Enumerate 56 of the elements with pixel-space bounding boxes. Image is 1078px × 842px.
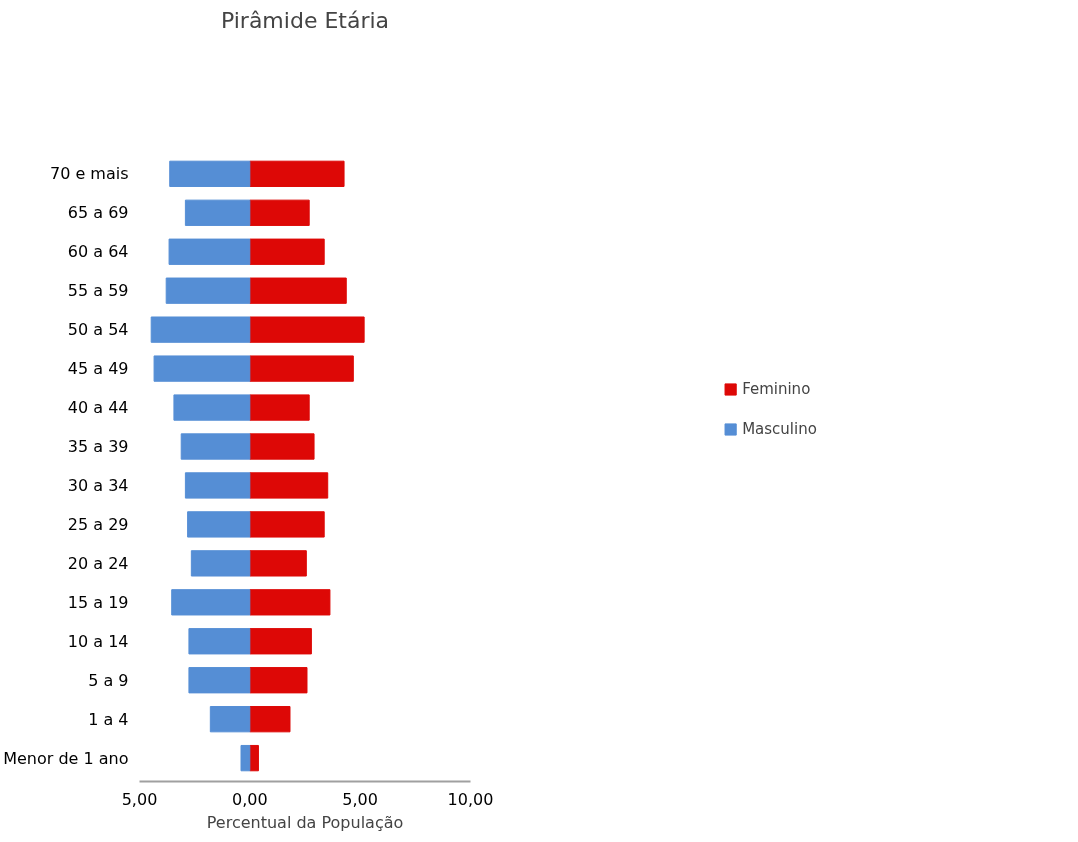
bar	[249, 706, 291, 733]
bar	[190, 550, 251, 577]
x-tick-label: 0,00	[232, 789, 268, 809]
bar	[249, 199, 310, 226]
bar	[249, 316, 365, 343]
bar	[209, 706, 251, 733]
y-tick-label: 35 a 39	[67, 437, 129, 457]
y-tick-label: 65 a 69	[67, 203, 129, 223]
y-tick-label: 45 a 49	[67, 359, 129, 379]
y-tick-label: 20 a 24	[67, 553, 129, 573]
bar	[188, 667, 251, 694]
bar	[187, 511, 251, 538]
bar	[249, 511, 325, 538]
bar	[165, 277, 251, 304]
y-tick-label: 5 a 9	[88, 670, 129, 690]
x-axis-title: Percentual da População	[206, 812, 404, 832]
y-tick-label: 25 a 29	[67, 514, 129, 534]
bar	[249, 394, 310, 421]
y-tick-label: 55 a 59	[67, 281, 129, 301]
bar	[153, 355, 251, 382]
bar	[249, 355, 354, 382]
x-tick-label: 5,00	[121, 789, 158, 809]
y-tick-label: 70 e mais	[49, 164, 129, 184]
y-tick-label: 50 a 54	[67, 320, 129, 340]
bar	[240, 744, 251, 772]
bar	[249, 589, 331, 616]
bar	[169, 160, 251, 187]
bar	[150, 316, 251, 343]
legend-label: Masculino	[742, 420, 817, 438]
bar	[249, 433, 315, 460]
bar	[249, 667, 308, 694]
bar	[184, 199, 251, 226]
bar	[249, 472, 329, 499]
y-tick-label: Menor de 1 ano	[3, 748, 129, 768]
bar	[249, 238, 325, 265]
x-tick-label: 10,00	[447, 789, 494, 809]
y-tick-label: 30 a 34	[67, 475, 129, 495]
bar	[168, 238, 251, 265]
y-tick-label: 10 a 14	[67, 631, 129, 651]
bar	[180, 433, 251, 460]
y-tick-label: 15 a 19	[67, 592, 129, 612]
x-tick-label: 5,00	[342, 789, 378, 809]
bar	[171, 589, 251, 616]
bar	[249, 744, 259, 772]
y-tick-label: 1 a 4	[88, 709, 129, 729]
bar	[188, 628, 251, 655]
bar	[249, 277, 347, 304]
bar	[249, 550, 307, 577]
bar	[184, 472, 251, 499]
chart-title: Pirâmide Etária	[220, 7, 390, 33]
bar	[249, 160, 345, 187]
y-tick-label: 60 a 64	[67, 242, 129, 262]
y-tick-label: 40 a 44	[67, 398, 129, 418]
bar	[173, 394, 251, 421]
bar	[249, 628, 312, 655]
legend-label: Feminino	[742, 380, 811, 398]
